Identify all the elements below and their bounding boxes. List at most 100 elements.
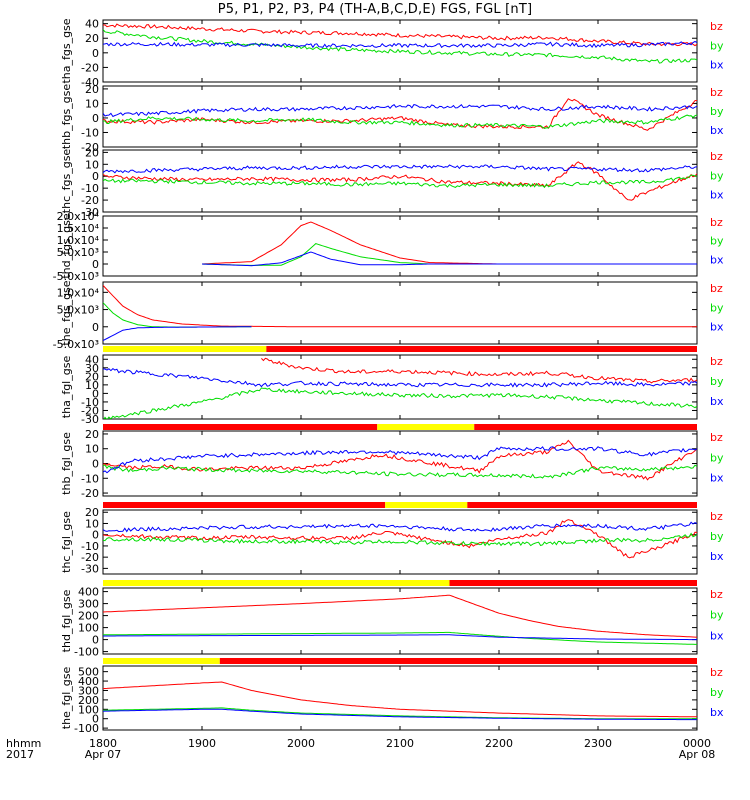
ytick-label: -5.0x10³ <box>53 338 99 351</box>
component-label-bx: bx <box>710 395 724 408</box>
component-label-bz: bz <box>710 510 723 523</box>
series-bz-line <box>103 23 697 47</box>
ytick-label: 0 <box>92 47 99 60</box>
ytick-label: -10 <box>81 396 99 409</box>
series-bz-line <box>103 439 697 481</box>
ytick-label: 10 <box>85 158 99 171</box>
ytick-label: 1.0x10⁴ <box>57 234 100 247</box>
series-bz-line <box>103 285 697 328</box>
ytick-label: 20 <box>85 506 99 519</box>
ytick-label: 300 <box>78 684 99 697</box>
xtick-label: 2200 <box>485 737 513 750</box>
component-label-bx: bx <box>710 59 724 72</box>
panel-frame-6 <box>102 430 698 497</box>
state-bar-4-segment-1 <box>219 658 697 664</box>
ytick-label: 10 <box>85 379 99 392</box>
component-label-by: by <box>710 530 724 543</box>
ytick-label: 100 <box>78 703 99 716</box>
ytick-label: 20 <box>85 370 99 383</box>
component-label-bx: bx <box>710 253 724 266</box>
panel-frame-8 <box>102 587 698 655</box>
ytick-label: 200 <box>78 694 99 707</box>
ytick-label: -20 <box>81 141 99 154</box>
ytick-label: 0 <box>92 258 99 271</box>
ytick-label: -5.0x10³ <box>53 270 99 283</box>
ytick-label: -20 <box>81 404 99 417</box>
xtick-label: 2100 <box>386 737 414 750</box>
ytick-label: 0 <box>92 458 99 471</box>
ytick-label: 0 <box>92 529 99 542</box>
ytick-label: 0 <box>92 634 99 647</box>
panel-frame-5 <box>102 354 698 420</box>
component-label-bx: bx <box>710 706 724 719</box>
component-label-bx: bx <box>710 321 724 334</box>
xtick-label: 2300 <box>584 737 612 750</box>
series-bz-line <box>103 681 697 718</box>
ytick-label: 1.0x10⁴ <box>57 286 100 299</box>
series-bx-line <box>103 708 697 721</box>
panel-ylabel: thd_fgl_gse <box>60 589 73 652</box>
series-by-line <box>103 387 697 419</box>
component-label-bz: bz <box>710 431 723 444</box>
component-label-by: by <box>710 451 724 464</box>
series-by-line <box>103 532 697 547</box>
component-label-bx: bx <box>710 629 724 642</box>
ytick-label: -30 <box>81 413 99 426</box>
component-label-by: by <box>710 301 724 314</box>
state-bar-1-segment-2 <box>474 424 697 430</box>
component-label-bz: bz <box>710 666 723 679</box>
ytick-label: 300 <box>78 598 99 611</box>
series-bx-line <box>103 367 697 388</box>
series-by-line <box>103 29 697 64</box>
series-bx-line <box>103 634 697 641</box>
component-label-by: by <box>710 375 724 388</box>
panel-frame-4 <box>102 281 698 345</box>
ytick-label: 200 <box>78 610 99 623</box>
component-label-bx: bx <box>710 550 724 563</box>
ytick-label: 20 <box>85 146 99 159</box>
ytick-label: 20 <box>85 83 99 96</box>
ytick-label: 0 <box>92 713 99 726</box>
component-label-bz: bz <box>710 588 723 601</box>
xtick-label: 0000 <box>683 737 711 750</box>
component-label-by: by <box>710 686 724 699</box>
ytick-label: -10 <box>81 540 99 553</box>
series-bz-line <box>261 357 697 384</box>
state-bar-1-segment-0 <box>103 424 378 430</box>
ytick-label: 2.0x10⁴ <box>57 210 100 223</box>
ytick-label: 100 <box>78 622 99 635</box>
ytick-label: -20 <box>81 194 99 207</box>
ytick-label: 0 <box>92 170 99 183</box>
ytick-label: 10 <box>85 517 99 530</box>
ytick-label: -100 <box>74 722 99 735</box>
series-bx-line <box>103 103 697 118</box>
state-bar-2-segment-1 <box>385 502 468 508</box>
ytick-label: -40 <box>81 76 99 89</box>
panel-ylabel: the_fgl_gse <box>60 667 73 730</box>
panel-ylabel: thc_fgl_gse <box>60 511 73 573</box>
chart-title: P5, P1, P2, P3, P4 (TH-A,B,C,D,E) FGS, F… <box>217 2 533 17</box>
component-label-by: by <box>710 105 724 118</box>
component-label-by: by <box>710 169 724 182</box>
state-bar-0-segment-1 <box>266 346 697 352</box>
series-by-line <box>201 243 697 266</box>
panel-frame-9 <box>102 665 698 731</box>
series-bx-line <box>103 164 697 174</box>
series-by-line <box>103 174 697 189</box>
state-bar-0-segment-0 <box>103 346 267 352</box>
ytick-label: -30 <box>81 206 99 219</box>
ytick-label: 5.0x10³ <box>57 304 99 317</box>
ytick-label: 10 <box>85 443 99 456</box>
ytick-label: 500 <box>78 666 99 679</box>
panel-ylabel: thc_fgs_gse <box>60 149 73 214</box>
ytick-label: -10 <box>81 182 99 195</box>
component-label-bz: bz <box>710 86 723 99</box>
component-label-by: by <box>710 609 724 622</box>
series-by-line <box>103 114 697 129</box>
ytick-label: 1.5x10⁴ <box>57 222 100 235</box>
panel-frame-0 <box>102 19 698 83</box>
ytick-label: 20 <box>85 428 99 441</box>
series-bz-line <box>103 98 697 131</box>
ytick-label: -30 <box>81 562 99 575</box>
ytick-label: 10 <box>85 97 99 110</box>
